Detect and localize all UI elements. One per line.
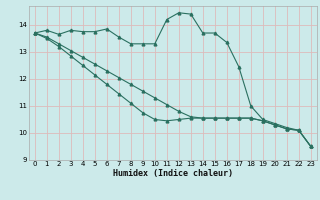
X-axis label: Humidex (Indice chaleur): Humidex (Indice chaleur): [113, 169, 233, 178]
